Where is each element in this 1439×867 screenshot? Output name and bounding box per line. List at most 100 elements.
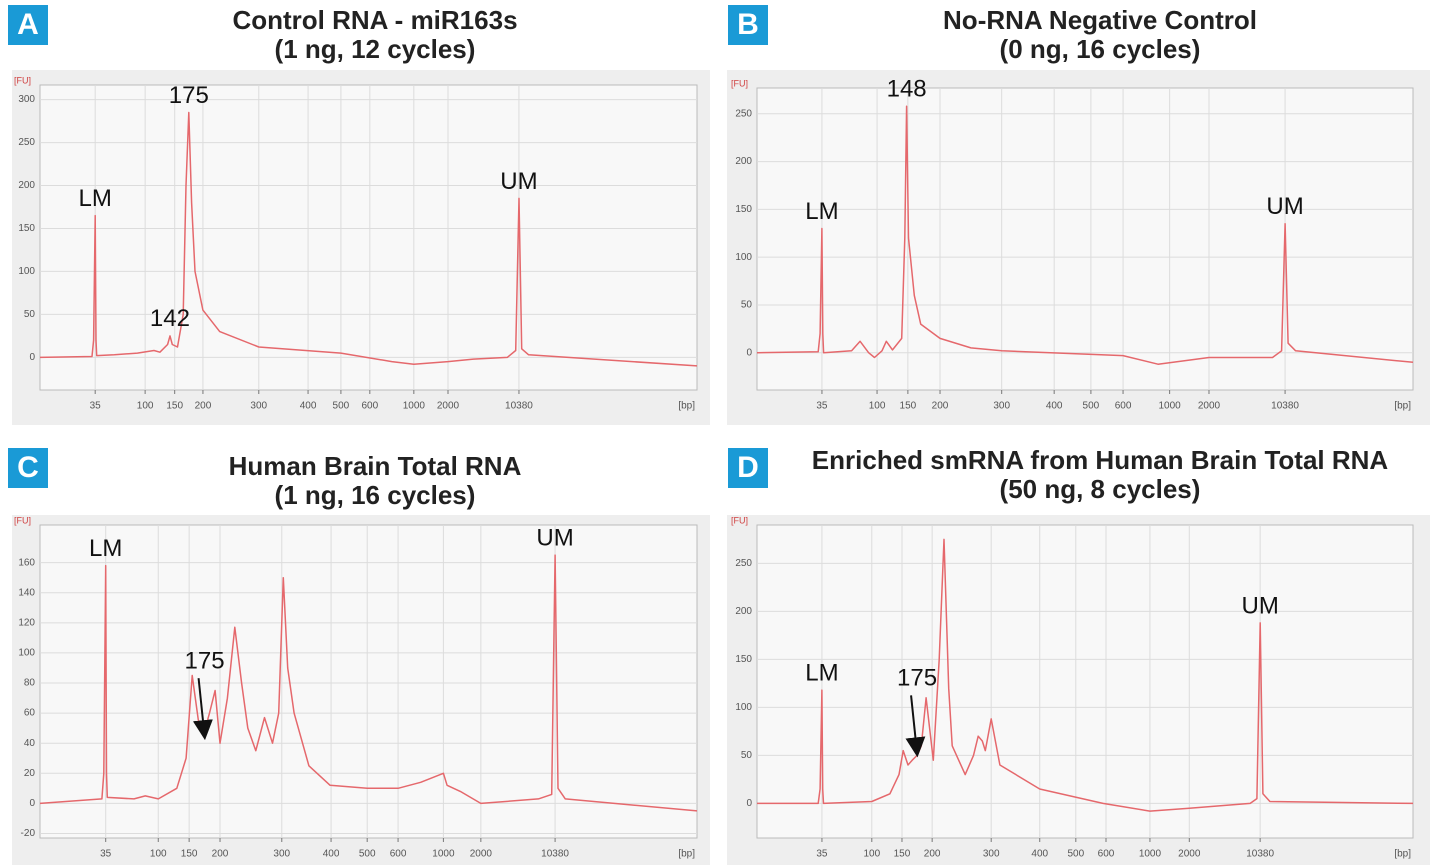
y-tick-label: 50 xyxy=(24,309,36,320)
annotation-arrow xyxy=(192,678,213,741)
y-tick-label: 50 xyxy=(741,300,753,311)
x-tick-label: 150 xyxy=(181,849,198,860)
chart-subtitle: (1 ng, 16 cycles) xyxy=(275,480,476,510)
trace xyxy=(757,538,1414,812)
x-tick-label: 600 xyxy=(390,849,407,860)
x-tick-label: 300 xyxy=(273,849,290,860)
x-tick-label: 35 xyxy=(90,401,102,412)
x-tick-label: 2000 xyxy=(1198,401,1221,412)
y-unit: [FU] xyxy=(731,515,748,525)
y-tick-label: 60 xyxy=(24,708,36,719)
y-tick-label: 140 xyxy=(18,587,35,598)
y-unit: [FU] xyxy=(14,515,31,525)
x-tick-label: 500 xyxy=(1083,401,1100,412)
y-tick-label: 250 xyxy=(735,108,752,119)
x-tick-label: 500 xyxy=(359,849,376,860)
y-tick-label: 100 xyxy=(18,266,35,277)
x-tick-label: 200 xyxy=(195,401,212,412)
chart-subtitle: (1 ng, 12 cycles) xyxy=(275,34,476,64)
x-tick-label: 150 xyxy=(900,401,917,412)
trace xyxy=(39,111,698,367)
x-tick-label: 1000 xyxy=(1158,401,1181,412)
y-tick-label: 250 xyxy=(735,558,752,569)
annotation: 148 xyxy=(887,76,927,103)
trace xyxy=(756,105,1414,365)
chart-title: No-RNA Negative Control xyxy=(943,5,1257,35)
y-tick-label: 120 xyxy=(18,617,35,628)
y-tick-label: 20 xyxy=(24,768,36,779)
y-tick-label: 80 xyxy=(24,678,36,689)
x-tick-label: 35 xyxy=(816,401,828,412)
y-tick-label: 160 xyxy=(18,557,35,568)
chart-subtitle: (0 ng, 16 cycles) xyxy=(1000,34,1201,64)
x-tick-label: 35 xyxy=(100,849,112,860)
y-tick-label: 0 xyxy=(746,347,752,358)
x-tick-label: 200 xyxy=(212,849,229,860)
annotation: UM xyxy=(1266,193,1303,220)
x-unit: [bp] xyxy=(678,849,695,860)
x-tick-label: 150 xyxy=(166,401,183,412)
x-tick-label: 1000 xyxy=(403,401,426,412)
x-tick-label: 10380 xyxy=(541,849,569,860)
y-tick-label: 100 xyxy=(18,648,35,659)
y-tick-label: 200 xyxy=(18,180,35,191)
plot-area xyxy=(39,84,698,391)
chart-title: Enriched smRNA from Human Brain Total RN… xyxy=(812,445,1389,475)
panel-letter: B xyxy=(737,8,759,41)
panel-letter-box xyxy=(8,448,48,488)
x-tick-label: 200 xyxy=(924,849,941,860)
x-tick-label: 600 xyxy=(1098,849,1115,860)
chart-subtitle: (50 ng, 8 cycles) xyxy=(1000,474,1201,504)
trace xyxy=(39,554,698,812)
x-tick-label: 600 xyxy=(1115,401,1132,412)
y-tick-label: 200 xyxy=(735,156,752,167)
x-tick-label: 2000 xyxy=(1178,849,1201,860)
y-tick-label: 0 xyxy=(29,352,35,363)
panel-letter-box xyxy=(728,5,768,45)
annotation: LM xyxy=(805,198,838,225)
plot-area xyxy=(756,87,1414,391)
annotation: 175 xyxy=(185,648,225,675)
y-tick-label: 150 xyxy=(18,223,35,234)
panel-letter-box xyxy=(728,448,768,488)
x-tick-label: 500 xyxy=(1067,849,1084,860)
y-tick-label: 150 xyxy=(735,654,752,665)
y-unit: [FU] xyxy=(731,78,748,88)
y-tick-label: 300 xyxy=(18,94,35,105)
x-tick-label: 100 xyxy=(137,401,154,412)
x-tick-label: 1000 xyxy=(432,849,455,860)
panel-letter: A xyxy=(17,8,39,41)
y-unit: [FU] xyxy=(14,75,31,85)
annotation: 142 xyxy=(150,305,190,332)
x-tick-label: 2000 xyxy=(437,401,460,412)
plot-area xyxy=(756,524,1414,839)
x-tick-label: 300 xyxy=(993,401,1010,412)
y-tick-label: 100 xyxy=(735,702,752,713)
y-tick-label: 40 xyxy=(24,738,36,749)
y-tick-label: 0 xyxy=(746,798,752,809)
x-tick-label: 400 xyxy=(300,401,317,412)
x-tick-label: 600 xyxy=(361,401,378,412)
x-tick-label: 400 xyxy=(1031,849,1048,860)
x-tick-label: 10380 xyxy=(1246,849,1274,860)
x-tick-label: 500 xyxy=(333,401,350,412)
y-tick-label: 50 xyxy=(741,750,753,761)
x-tick-label: 10380 xyxy=(1271,401,1299,412)
x-tick-label: 100 xyxy=(869,401,886,412)
annotation: LM xyxy=(805,659,838,686)
y-tick-label: 0 xyxy=(29,798,35,809)
y-tick-label: -20 xyxy=(21,828,36,839)
annotation-arrow xyxy=(905,695,926,758)
annotation: LM xyxy=(89,535,122,562)
y-tick-label: 100 xyxy=(735,252,752,263)
x-tick-label: 300 xyxy=(250,401,267,412)
x-tick-label: 400 xyxy=(1046,401,1063,412)
annotation: UM xyxy=(536,524,573,551)
annotation: 175 xyxy=(169,82,209,109)
x-unit: [bp] xyxy=(1394,849,1411,860)
x-tick-label: 300 xyxy=(983,849,1000,860)
chart-title: Human Brain Total RNA xyxy=(229,451,522,481)
x-tick-label: 35 xyxy=(816,849,828,860)
annotation: UM xyxy=(1241,592,1278,619)
panel-letter: C xyxy=(17,451,39,484)
